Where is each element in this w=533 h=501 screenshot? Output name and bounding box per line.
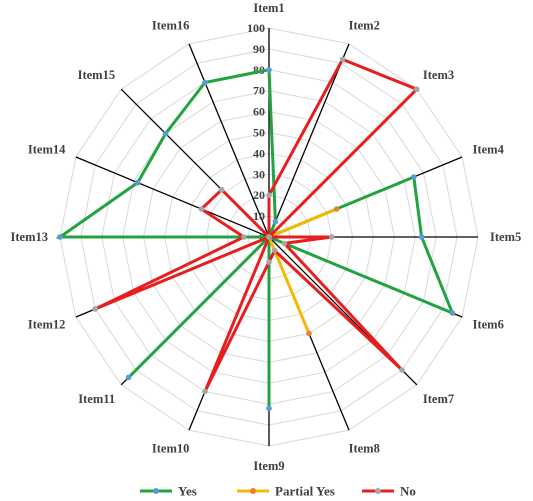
category-label: Item16 [152,18,190,32]
category-label: Item13 [11,230,49,244]
category-label: Item11 [78,392,115,406]
legend-label: No [400,484,416,499]
data-point [266,67,272,73]
legend-item: Partial Yes [237,484,335,499]
category-label: Item8 [349,442,380,456]
data-point [266,259,272,265]
category-label: Item14 [28,142,66,156]
data-point [57,234,63,240]
data-point [218,186,225,193]
category-label: Item5 [490,230,521,244]
category-label: Item6 [473,318,504,332]
tick-label: 70 [253,84,265,98]
data-point [306,330,312,337]
legend-label: Yes [178,484,197,499]
spoke [75,156,270,238]
legend: Yes Partial Yes No [140,484,416,499]
data-point [266,192,272,198]
category-labels: Item1 Item2 Item3 Item4 Item5 Item6 Item7 Item8… [11,1,522,473]
data-point [271,247,278,254]
legend-item: No [362,484,416,499]
category-label: Item7 [423,392,454,406]
tick-label: 20 [253,188,265,202]
data-point [92,306,98,312]
data-point [281,240,288,247]
legend-marker [250,488,256,494]
spoke [188,43,270,238]
category-label: Item2 [349,18,380,32]
legend-marker [375,488,381,494]
tick-label: 60 [253,105,265,119]
category-label: Item10 [152,442,190,456]
tick-label: 30 [253,167,265,181]
data-point [162,130,169,137]
data-point [328,234,335,240]
legend-item: Yes [140,484,197,499]
data-point [241,234,247,240]
data-point [411,174,417,180]
data-point [134,179,141,186]
data-point [399,367,405,373]
tick-label: 10 [253,209,265,223]
data-point [202,388,208,395]
series-no [92,56,420,395]
data-series [55,56,456,412]
category-label: Item1 [253,1,284,15]
data-point [333,206,340,212]
data-point [198,206,205,212]
tick-label: 90 [253,42,265,56]
category-label: Item3 [423,68,454,82]
category-label: Item12 [28,318,66,332]
category-label: Item4 [473,142,505,156]
data-point [449,310,456,316]
data-point [266,234,272,240]
tick-label: 40 [253,146,265,160]
data-point [418,234,425,240]
tick-label: 100 [247,21,265,35]
data-point [266,405,272,412]
legend-marker [153,488,159,494]
tick-label: 50 [253,126,265,140]
data-point [125,374,132,381]
category-label: Item15 [78,68,116,82]
data-point [339,56,346,63]
category-label: Item9 [253,459,284,473]
legend-label: Partial Yes [275,484,335,499]
spoke [268,43,350,238]
data-point [414,86,420,92]
data-point [272,218,279,225]
data-point [202,79,208,86]
series-line [55,67,456,409]
